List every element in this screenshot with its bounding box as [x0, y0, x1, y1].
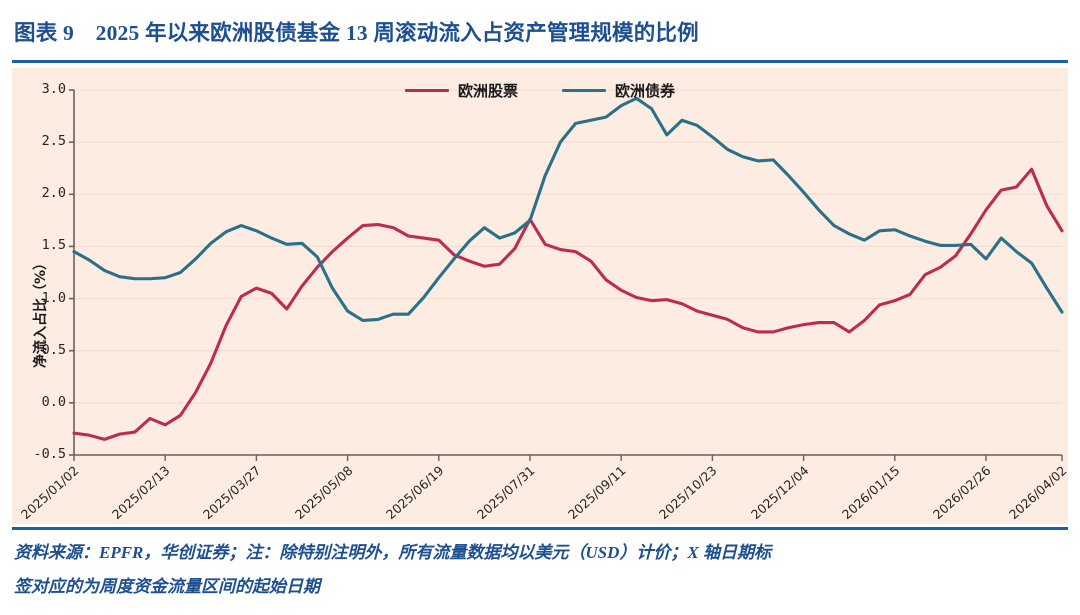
page-title: 图表 9 2025 年以来欧洲股债基金 13 周滚动流入占资产管理规模的比例	[14, 20, 699, 45]
chart-canvas: 欧洲股票 欧洲债券 净流入占比（%） -0.5 0.0 0.5 1.0 1.5 2.0 2.…	[12, 68, 1070, 524]
y-axis-tick-label: 2.0	[41, 185, 66, 202]
y-axis-tick-label: 1.0	[41, 289, 66, 306]
y-axis-tick-label: 2.5	[41, 133, 66, 150]
y-axis-tick-label: 3.0	[41, 81, 66, 97]
footnote-line-1: 资料来源：EPFR，华创证券；注：除特别注明外，所有流量数据均以美元（USD）计…	[14, 543, 771, 562]
line-chart-plot	[69, 89, 1064, 461]
top-divider	[12, 60, 1068, 63]
y-axis-tick-label: 0.5	[41, 341, 66, 358]
source-footnote: 资料来源：EPFR，华创证券；注：除特别注明外，所有流量数据均以美元（USD）计…	[14, 536, 1066, 604]
y-axis-tick-label: -0.5	[33, 446, 66, 462]
y-axis-tick-label: 0.0	[41, 393, 66, 410]
figure-title-row: 图表 9 2025 年以来欧洲股债基金 13 周滚动流入占资产管理规模的比例	[0, 0, 1080, 62]
bottom-divider	[12, 527, 1068, 530]
y-axis-tick-label: 1.5	[41, 237, 66, 254]
footnote-line-2: 签对应的为周度资金流量区间的起始日期	[14, 577, 320, 596]
